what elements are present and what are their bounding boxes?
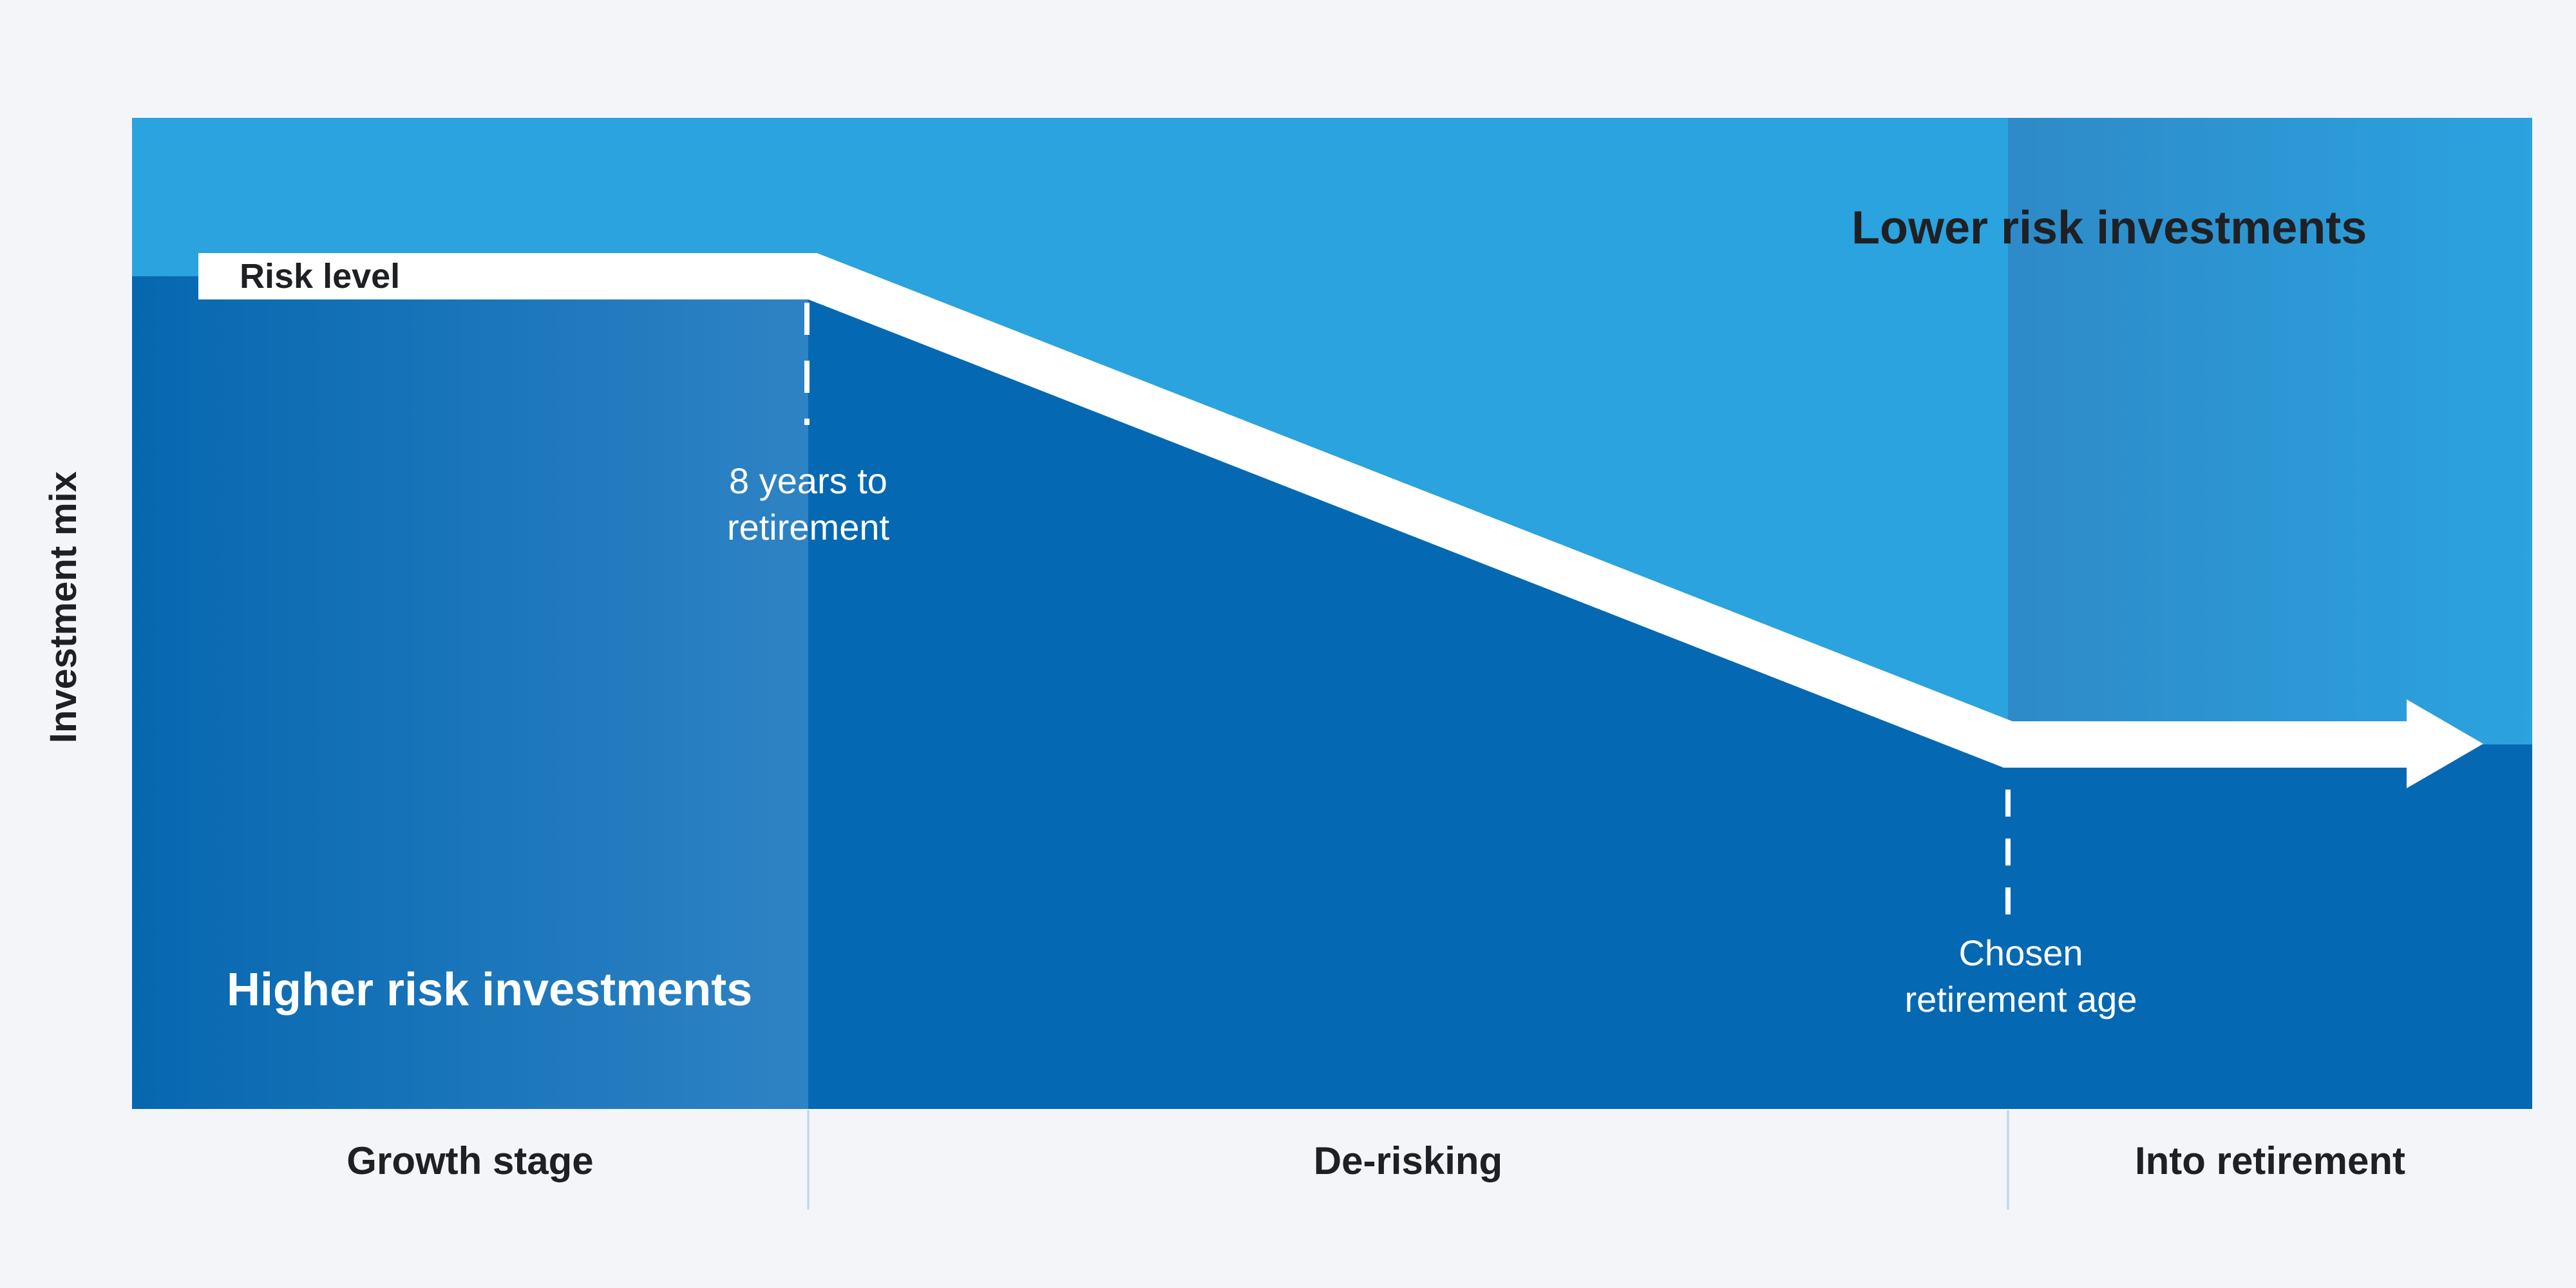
x-axis-stage-growth: Growth stage xyxy=(346,1139,594,1182)
risk-level-label: Risk level xyxy=(240,257,401,296)
lower-risk-region-label: Lower risk investments xyxy=(1852,202,2367,254)
years-to-retirement-marker-label: 8 years to retirement xyxy=(726,460,890,547)
x-axis-stage-derisking: De-risking xyxy=(1313,1139,1503,1182)
lower-risk-retirement-band xyxy=(2008,118,2532,744)
higher-risk-growth-band xyxy=(132,276,808,1109)
arrow-head-icon xyxy=(2407,699,2483,788)
y-axis-label: Investment mix xyxy=(43,471,84,744)
x-axis-stage-into-retirement: Into retirement xyxy=(2134,1139,2406,1182)
chosen-retirement-age-marker-label: Chosen retirement age xyxy=(1904,933,2137,1019)
risk-level-line xyxy=(198,253,2412,768)
higher-risk-region-label: Higher risk investments xyxy=(227,964,753,1016)
